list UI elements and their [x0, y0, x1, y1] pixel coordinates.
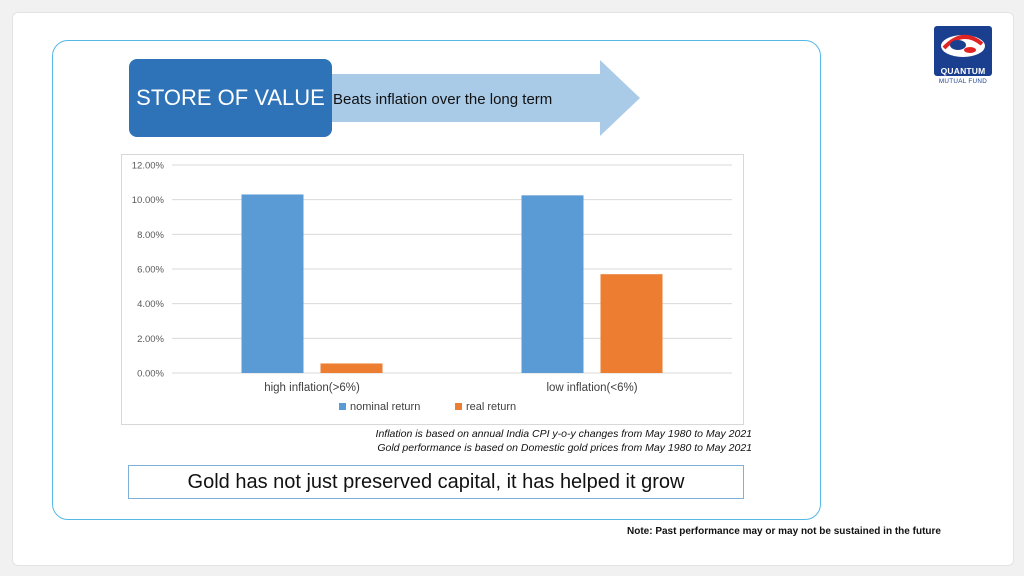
- y-tick-label: 6.00%: [137, 265, 164, 276]
- store-of-value-box: STORE OF VALUE: [129, 59, 332, 137]
- quantum-logo: QUANTUM MUTUAL FUND: [934, 26, 994, 88]
- y-tick-label: 0.00%: [137, 369, 164, 380]
- note-gold: Gold performance is based on Domestic go…: [377, 442, 752, 454]
- bar-nominal-return: [521, 195, 584, 373]
- legend-swatch: [339, 403, 346, 410]
- y-tick-label: 4.00%: [137, 299, 164, 310]
- y-tick-label: 8.00%: [137, 230, 164, 241]
- y-tick-label: 2.00%: [137, 334, 164, 345]
- logo-subtitle: MUTUAL FUND: [938, 78, 988, 85]
- legend-label: real return: [466, 401, 516, 413]
- bar-real-return: [600, 274, 663, 373]
- y-tick-label: 10.00%: [132, 195, 165, 206]
- disclaimer-text: Note: Past performance may or may not be…: [627, 526, 941, 537]
- x-category-label: low inflation(<6%): [546, 382, 637, 394]
- conclusion-box: Gold has not just preserved capital, it …: [128, 465, 744, 499]
- legend-label: nominal return: [350, 401, 420, 413]
- chart-container: 0.00% 2.00% 4.00% 6.00% 8.00% 10.00% 12.00% hig…: [121, 154, 744, 425]
- note-inflation: Inflation is based on annual India CPI y…: [375, 428, 752, 440]
- bar-chart: 0.00% 2.00% 4.00% 6.00% 8.00% 10.00% 12.00% hig…: [132, 161, 732, 413]
- arrow-text: Beats inflation over the long term: [333, 91, 553, 108]
- logo-brand: QUANTUM: [940, 66, 986, 76]
- arrow-shape: [300, 60, 640, 136]
- x-category-label: high inflation(>6%): [264, 382, 360, 394]
- legend-swatch: [455, 403, 462, 410]
- conclusion-text: Gold has not just preserved capital, it …: [187, 470, 685, 493]
- y-tick-label: 12.00%: [132, 161, 165, 172]
- logo-mark-icon: QUANTUM: [934, 26, 992, 76]
- bar-nominal-return: [241, 194, 304, 373]
- bar-real-return: [320, 363, 383, 373]
